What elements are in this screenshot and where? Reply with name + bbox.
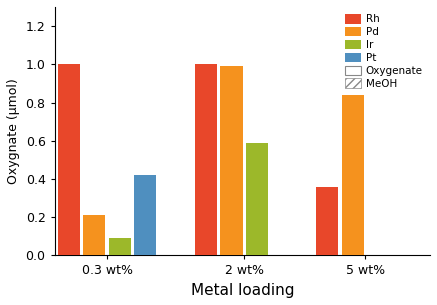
X-axis label: Metal loading: Metal loading bbox=[191, 283, 294, 298]
Bar bbox=[246, 143, 268, 185]
Bar bbox=[109, 238, 131, 244]
Bar bbox=[195, 64, 217, 256]
Bar bbox=[134, 175, 156, 217]
Bar bbox=[134, 217, 156, 256]
Y-axis label: Oxygnate (μmol): Oxygnate (μmol) bbox=[7, 78, 20, 184]
Bar bbox=[58, 114, 80, 256]
Legend: Rh, Pd, Ir, Pt, Oxygenate, MeOH: Rh, Pd, Ir, Pt, Oxygenate, MeOH bbox=[343, 12, 425, 91]
Bar bbox=[220, 66, 243, 185]
Bar bbox=[83, 215, 105, 256]
Bar bbox=[58, 64, 80, 114]
Bar bbox=[220, 185, 243, 256]
Bar bbox=[342, 95, 364, 256]
Bar bbox=[316, 187, 338, 256]
Bar bbox=[246, 185, 268, 256]
Bar bbox=[109, 244, 131, 256]
